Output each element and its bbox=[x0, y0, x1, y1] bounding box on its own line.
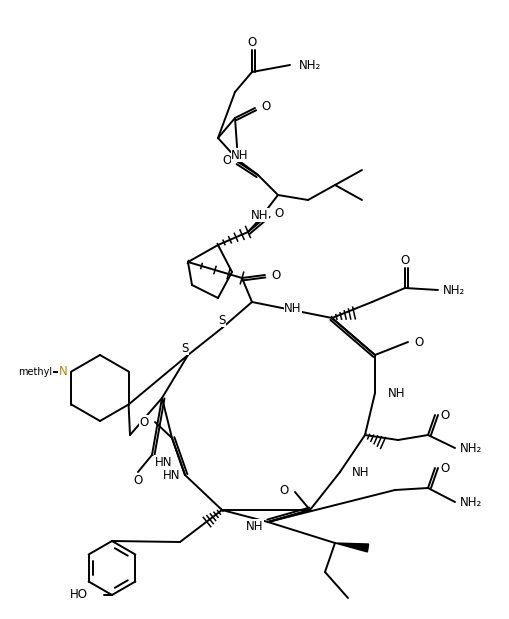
Text: NH₂: NH₂ bbox=[442, 284, 464, 297]
Text: O: O bbox=[261, 100, 270, 113]
Text: O: O bbox=[270, 269, 280, 282]
Text: HN: HN bbox=[154, 456, 172, 469]
Text: NH₂: NH₂ bbox=[459, 495, 482, 508]
Text: methyl: methyl bbox=[18, 366, 52, 376]
Text: NH₂: NH₂ bbox=[298, 59, 321, 72]
Text: O: O bbox=[439, 462, 448, 475]
Text: NH₂: NH₂ bbox=[459, 441, 482, 454]
Text: O: O bbox=[413, 335, 422, 348]
Text: N: N bbox=[59, 365, 67, 378]
Text: O: O bbox=[139, 415, 149, 428]
Text: HO: HO bbox=[70, 589, 88, 602]
Text: NH: NH bbox=[387, 386, 405, 399]
Text: HN: HN bbox=[162, 469, 180, 482]
Text: O: O bbox=[279, 483, 289, 496]
Text: NH: NH bbox=[231, 149, 248, 162]
Text: O: O bbox=[247, 35, 256, 48]
Text: O: O bbox=[222, 154, 232, 167]
Text: S: S bbox=[181, 342, 188, 355]
Text: S: S bbox=[218, 313, 225, 326]
Text: NH: NH bbox=[246, 519, 263, 532]
Text: O: O bbox=[133, 474, 143, 487]
Text: O: O bbox=[400, 254, 409, 267]
Text: NH: NH bbox=[284, 301, 301, 314]
Text: O: O bbox=[439, 409, 448, 422]
Text: O: O bbox=[273, 207, 282, 220]
Text: NH: NH bbox=[351, 465, 369, 478]
Text: NH: NH bbox=[251, 209, 268, 222]
Polygon shape bbox=[334, 543, 368, 552]
